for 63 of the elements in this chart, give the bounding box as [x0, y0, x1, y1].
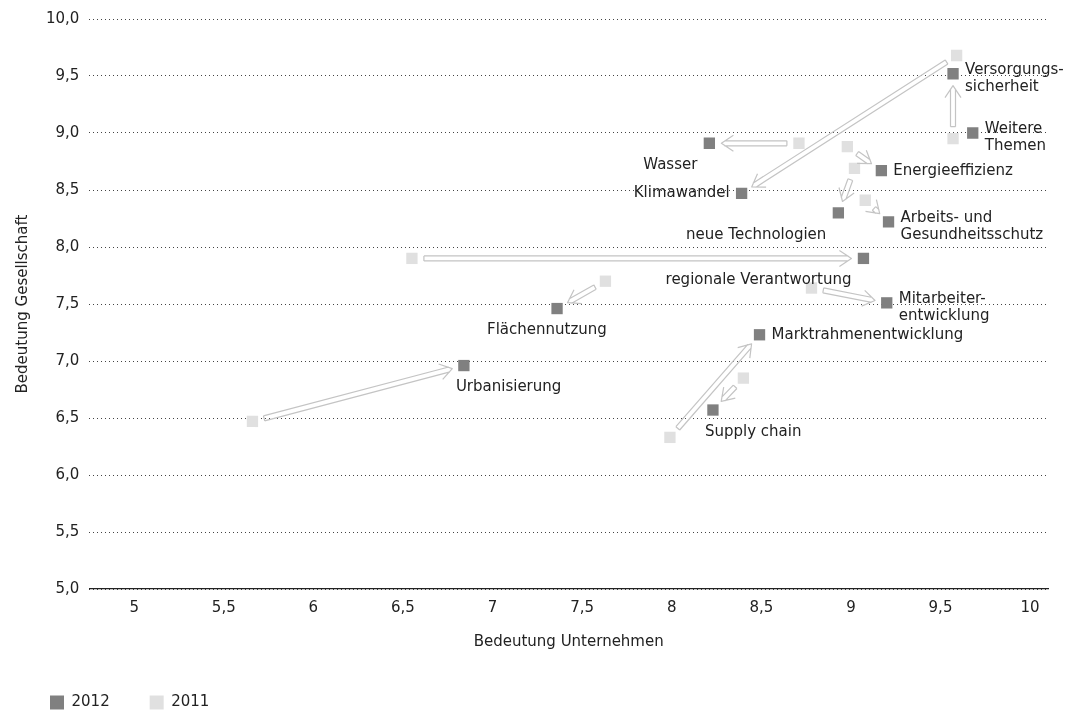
x-axis-title: Bedeutung Unternehmen — [473, 631, 664, 650]
annotation: Urbanisierung — [455, 377, 562, 396]
point — [707, 404, 719, 416]
point — [875, 164, 888, 177]
point — [950, 49, 963, 62]
y-tick-label: 7,5 — [55, 293, 80, 312]
y-tick-label: 6,0 — [55, 464, 80, 483]
point — [703, 137, 716, 149]
y-tick-label: 9,5 — [55, 65, 80, 84]
point — [841, 141, 853, 153]
point — [947, 68, 959, 80]
point — [832, 207, 845, 219]
point — [551, 302, 563, 315]
annotation: Marktrahmenentwicklung — [771, 324, 964, 343]
annotation: Versorgungs- sicherheit — [965, 59, 1064, 95]
point — [753, 329, 766, 341]
point — [881, 297, 893, 309]
point — [947, 133, 959, 145]
x-tick-label: 10 — [1020, 597, 1040, 616]
point — [848, 162, 861, 174]
annotation: regionale Verantwortung — [665, 270, 852, 289]
x-tick-label: 6,5 — [391, 597, 415, 616]
annotation: Wasser — [643, 155, 699, 174]
y-axis-title: Bedeutung Gesellschaft — [12, 214, 31, 394]
annotation: neue Technologien — [686, 224, 827, 243]
point — [406, 252, 418, 265]
y-tick-label: 6,5 — [55, 407, 80, 426]
annotation: Klimawandel — [633, 183, 730, 202]
x-tick-label: 9 — [846, 597, 856, 616]
annotation: Energieeffizienz — [893, 160, 1013, 179]
x-tick-label: 6 — [308, 597, 319, 616]
point — [737, 372, 750, 384]
point — [735, 187, 748, 200]
legend-label: 2011 — [171, 692, 210, 711]
annotation: Mitarbeiter- entwicklung — [898, 288, 990, 324]
x-tick-label: 5,5 — [211, 597, 236, 616]
point — [967, 127, 979, 139]
point — [599, 275, 612, 287]
annotation: Arbeits- und Gesundheitsschutz — [900, 207, 1044, 243]
annotation: Flächennutzung — [487, 320, 607, 339]
x-tick-label: 5 — [129, 597, 139, 616]
y-tick-label: 5,5 — [55, 521, 80, 540]
point — [857, 252, 870, 265]
legend-label: 2012 — [71, 692, 110, 711]
point — [859, 194, 871, 206]
x-tick-label: 8 — [666, 597, 677, 616]
y-tick-label: 9,0 — [55, 122, 80, 141]
y-tick-label: 10,0 — [45, 8, 80, 27]
annotation: Supply chain — [704, 421, 802, 440]
y-tick-label: 8,5 — [55, 179, 80, 198]
point — [664, 431, 676, 444]
x-tick-label: 8,5 — [749, 597, 774, 616]
point — [458, 359, 470, 372]
point — [246, 415, 259, 428]
point — [793, 137, 805, 149]
y-tick-label: 8,0 — [55, 236, 80, 255]
annotation: Weitere Themen — [983, 118, 1046, 154]
y-tick-label: 7,0 — [55, 350, 80, 369]
x-tick-label: 7 — [487, 597, 498, 616]
y-tick-label: 5,0 — [55, 578, 80, 597]
x-tick-label: 7,5 — [570, 597, 595, 616]
x-tick-label: 9,5 — [928, 597, 953, 616]
point — [882, 216, 895, 228]
